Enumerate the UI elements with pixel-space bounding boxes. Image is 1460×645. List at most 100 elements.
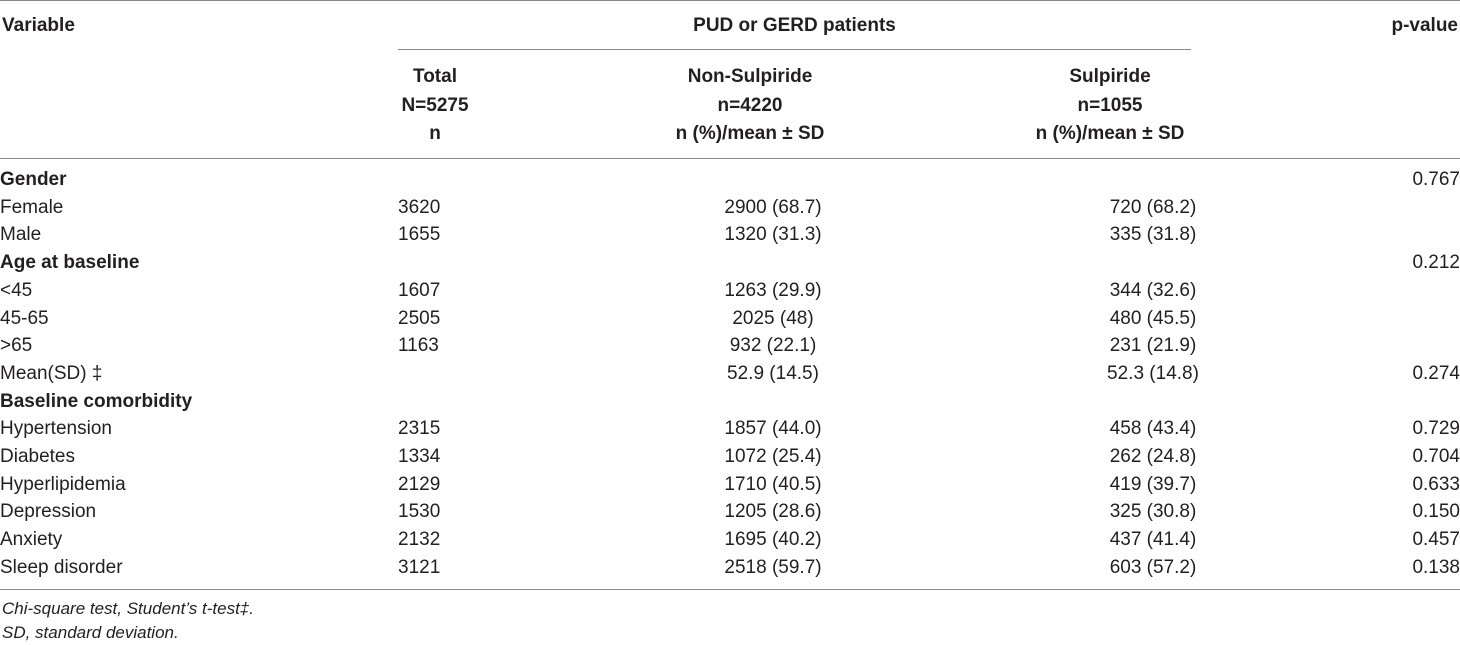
pvalue-cell: 0.729 xyxy=(1412,418,1460,440)
non-sulpiride-cell: 52.9 (14.5) xyxy=(727,362,819,384)
row-label: <45 xyxy=(0,279,33,301)
total-cell xyxy=(398,249,573,277)
row-label: Female xyxy=(0,196,64,218)
sulpiride-unit: n (%)/mean ± SD xyxy=(1035,123,1185,144)
table-row: Baseline comorbidity xyxy=(0,388,1460,416)
sulpiride-cell: 325 (30.8) xyxy=(1109,501,1197,523)
table-row: Mean(SD) ‡ 52.9 (14.5) 52.3 (14.8) 0.274 xyxy=(0,360,1460,388)
non-sulpiride-cell: 1072 (25.4) xyxy=(724,446,822,468)
total-count: N=5275 xyxy=(401,94,469,116)
total-cell: 1530 xyxy=(398,501,441,523)
total-column-header: Total N=5275 n xyxy=(385,63,485,149)
table-row: >65 1163 932 (22.1) 231 (21.9) xyxy=(0,332,1460,360)
total-cell: 2132 xyxy=(398,529,441,551)
table-row: Depression 1530 1205 (28.6) 325 (30.8) 0.150 xyxy=(0,498,1460,526)
table-row: Diabetes 1334 1072 (25.4) 262 (24.8) 0.704 xyxy=(0,443,1460,471)
table-row: Hypertension 2315 1857 (44.0) 458 (43.4) 0.7… xyxy=(0,415,1460,443)
total-unit: n xyxy=(429,123,441,144)
non-sulpiride-cell: 1263 (29.9) xyxy=(724,279,822,301)
sulpiride-cell: 603 (57.2) xyxy=(1109,556,1197,578)
row-label: Male xyxy=(0,224,42,246)
row-label: Baseline comorbidity xyxy=(0,390,193,412)
sulpiride-cell: 720 (68.2) xyxy=(1109,196,1197,218)
total-cell: 2129 xyxy=(398,473,441,495)
total-label: Total xyxy=(413,66,457,87)
table-row: Hyperlipidemia 2129 1710 (40.5) 419 (39.7) 0… xyxy=(0,471,1460,499)
row-label: Depression xyxy=(0,501,97,523)
row-label: Mean(SD) ‡ xyxy=(0,362,103,384)
table-row: Male 1655 1320 (31.3) 335 (31.8) xyxy=(0,221,1460,249)
table-body: Gender 0.767 Female 3620 2900 (68.7) 720 (68.… xyxy=(0,166,1460,582)
sulpiride-cell xyxy=(973,166,1333,194)
non-sulpiride-cell: 2025 (48) xyxy=(732,307,814,329)
table-row: Gender 0.767 xyxy=(0,166,1460,194)
pvalue-cell: 0.274 xyxy=(1412,362,1460,384)
table-row: Sleep disorder 3121 2518 (59.7) 603 (57.2) 0… xyxy=(0,554,1460,582)
non-sulpiride-cell: 1320 (31.3) xyxy=(724,224,822,246)
group-header: PUD or GERD patients xyxy=(693,15,896,36)
sulpiride-cell: 344 (32.6) xyxy=(1109,279,1197,301)
sulpiride-cell: 335 (31.8) xyxy=(1109,224,1197,246)
table-row: Age at baseline 0.212 xyxy=(0,249,1460,277)
non-sulpiride-label: Non-Sulpiride xyxy=(687,66,813,87)
row-label: Diabetes xyxy=(0,446,75,468)
total-cell xyxy=(398,388,573,416)
group-span-rule xyxy=(398,49,1191,50)
pvalue-cell xyxy=(1333,388,1460,416)
footnote-sd: SD, standard deviation. xyxy=(2,623,179,642)
total-cell: 3121 xyxy=(398,556,441,578)
bottom-rule xyxy=(0,589,1460,590)
pvalue-cell: 0.212 xyxy=(1412,252,1460,274)
sulpiride-cell: 262 (24.8) xyxy=(1109,446,1197,468)
variable-header: Variable xyxy=(2,15,75,36)
total-cell: 1607 xyxy=(398,279,441,301)
sulpiride-cell: 480 (45.5) xyxy=(1109,307,1197,329)
data-table: Gender 0.767 Female 3620 2900 (68.7) 720 (68.… xyxy=(0,166,1460,582)
pvalue-cell: 0.633 xyxy=(1412,473,1460,495)
non-sulpiride-cell: 932 (22.1) xyxy=(729,335,817,357)
sulpiride-cell: 419 (39.7) xyxy=(1109,473,1197,495)
total-cell: 2505 xyxy=(398,307,441,329)
pvalue-cell xyxy=(1333,194,1460,222)
non-sulpiride-cell xyxy=(573,249,973,277)
footnote-tests: Chi-square test, Student’s t-test‡. xyxy=(2,599,254,618)
row-label: Sleep disorder xyxy=(0,556,123,578)
row-label: Hyperlipidemia xyxy=(0,473,126,495)
non-sulpiride-cell: 2900 (68.7) xyxy=(724,196,822,218)
top-rule xyxy=(0,0,1460,1)
sulpiride-cell: 458 (43.4) xyxy=(1109,418,1197,440)
sulpiride-cell: 52.3 (14.8) xyxy=(1107,362,1199,384)
pvalue-cell: 0.138 xyxy=(1412,556,1460,578)
row-label: >65 xyxy=(0,335,33,357)
pvalue-cell: 0.767 xyxy=(1412,169,1460,190)
non-sulpiride-cell xyxy=(573,388,973,416)
row-label: Anxiety xyxy=(0,529,63,551)
non-sulpiride-cell: 1695 (40.2) xyxy=(724,529,822,551)
row-label: 45-65 xyxy=(0,307,49,329)
row-label: Hypertension xyxy=(0,418,112,440)
total-cell: 2315 xyxy=(398,418,441,440)
sulpiride-cell xyxy=(973,388,1333,416)
non-sulpiride-column-header: Non-Sulpiride n=4220 n (%)/mean ± SD xyxy=(630,63,870,149)
header-rule xyxy=(0,158,1460,159)
pvalue-cell xyxy=(1333,221,1460,249)
non-sulpiride-cell xyxy=(573,166,973,194)
non-sulpiride-cell: 2518 (59.7) xyxy=(724,556,822,578)
pvalue-cell xyxy=(1333,332,1460,360)
total-cell: 3620 xyxy=(398,196,441,218)
non-sulpiride-cell: 1205 (28.6) xyxy=(724,501,822,523)
total-cell xyxy=(398,360,573,388)
sulpiride-cell: 437 (41.4) xyxy=(1109,529,1197,551)
sulpiride-column-header: Sulpiride n=1055 n (%)/mean ± SD xyxy=(990,63,1230,149)
total-cell: 1655 xyxy=(398,224,441,246)
sulpiride-count: n=1055 xyxy=(1077,94,1143,116)
pvalue-cell xyxy=(1333,277,1460,305)
pvalue-cell: 0.150 xyxy=(1412,501,1460,523)
sulpiride-cell: 231 (21.9) xyxy=(1109,335,1197,357)
non-sulpiride-cell: 1857 (44.0) xyxy=(724,418,822,440)
non-sulpiride-cell: 1710 (40.5) xyxy=(724,473,822,495)
table-row: 45-65 2505 2025 (48) 480 (45.5) xyxy=(0,305,1460,333)
sulpiride-cell xyxy=(973,249,1333,277)
row-label: Gender xyxy=(0,169,67,190)
